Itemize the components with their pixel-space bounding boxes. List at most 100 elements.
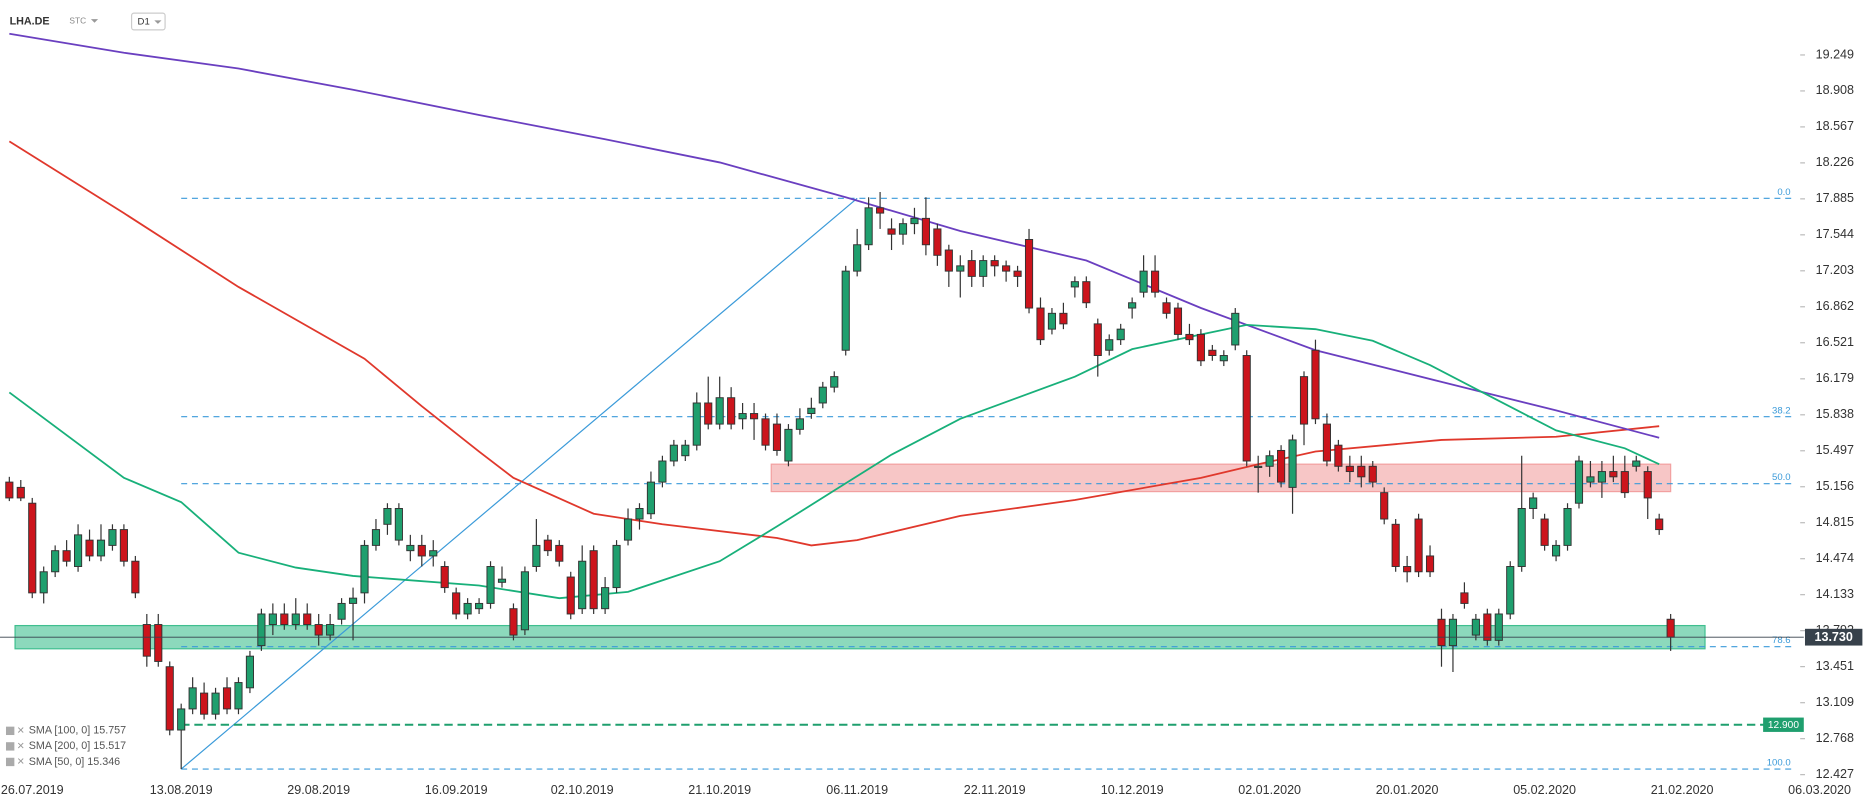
- candle-body: [1345, 465, 1354, 473]
- candle-body: [1254, 465, 1263, 468]
- y-tick-label: 15.838: [1816, 407, 1854, 421]
- x-tick-label: 26.07.2019: [1, 783, 64, 797]
- candle-body: [1517, 508, 1526, 567]
- x-tick-label: 06.11.2019: [826, 783, 888, 797]
- candle-body: [85, 539, 94, 557]
- x-tick-label: 02.10.2019: [551, 783, 614, 797]
- y-tick-label: 13.109: [1816, 695, 1854, 709]
- candle-body: [692, 402, 701, 446]
- candle-body: [406, 544, 415, 552]
- candle-body: [532, 544, 541, 567]
- candle-body: [291, 613, 300, 626]
- candle-body: [417, 544, 426, 557]
- candle-body: [1597, 471, 1606, 483]
- candle-body: [1552, 544, 1561, 557]
- trend-line: [180, 197, 858, 770]
- candle-body: [314, 624, 323, 636]
- candle-body: [177, 708, 186, 731]
- interval[interactable]: D1: [138, 17, 150, 28]
- candle-body: [452, 592, 461, 615]
- candle-body: [1116, 328, 1125, 341]
- candle-body: [669, 444, 678, 462]
- candle-body: [348, 597, 358, 604]
- candle-body: [1403, 566, 1412, 573]
- sma-line: [8, 323, 1660, 600]
- x-tick-label: 10.12.2019: [1101, 783, 1164, 797]
- legend-entry: SMA [100, 0] 15.757: [29, 725, 126, 737]
- asset-type[interactable]: STC: [69, 16, 86, 26]
- candle-body: [326, 624, 335, 636]
- candle-body: [1540, 518, 1549, 546]
- candle-body: [1643, 471, 1652, 499]
- candle-body: [749, 413, 759, 420]
- candle-body: [1563, 508, 1572, 546]
- fib-label: 78.6: [1772, 635, 1791, 646]
- candle-body: [1242, 355, 1251, 462]
- candle-body: [898, 223, 908, 235]
- candle-body: [1024, 238, 1034, 309]
- candle-body: [74, 534, 83, 567]
- candle-body: [887, 228, 896, 235]
- candle-body: [772, 423, 782, 451]
- candle-body: [646, 481, 656, 515]
- candle-body: [497, 578, 507, 583]
- candle-body: [1128, 302, 1137, 309]
- plot: 0.0 38.2 50.0 78.6 100.0 12.900 12.427 12.768 13…: [0, 32, 1863, 797]
- candle-body: [589, 550, 598, 610]
- candle-body: [131, 560, 140, 594]
- interval-box[interactable]: [130, 12, 166, 31]
- candle-body: [1093, 323, 1102, 356]
- candle-body: [876, 207, 885, 214]
- legend-icon: [5, 726, 15, 736]
- candle-body: [475, 602, 484, 610]
- candle-body: [360, 544, 369, 594]
- candle-body: [429, 550, 438, 557]
- support-label: 12.900: [1768, 720, 1799, 731]
- legend-entry: SMA [200, 0] 15.517: [29, 740, 126, 752]
- y-tick-label: 15.156: [1816, 479, 1854, 493]
- candle-body: [623, 518, 633, 541]
- y-tick-label: 14.474: [1816, 551, 1854, 565]
- candle-body: [39, 571, 48, 594]
- candle-body: [1506, 566, 1515, 615]
- y-tick-label: 12.768: [1816, 731, 1854, 745]
- candle-body: [188, 687, 197, 710]
- candle-body: [1322, 423, 1331, 462]
- candle-body: [520, 571, 529, 631]
- candle-body: [142, 624, 151, 657]
- candle-body: [818, 386, 827, 404]
- candle-body: [761, 418, 770, 446]
- dropdown-caret[interactable]: [154, 20, 162, 24]
- candle-body: [715, 397, 724, 425]
- y-tick-label: 14.133: [1816, 587, 1854, 601]
- y-tick-label: 14.815: [1816, 515, 1854, 529]
- candle-body: [1105, 339, 1114, 351]
- y-tick-label: 19.249: [1816, 47, 1854, 61]
- y-tick-label: 12.427: [1816, 767, 1854, 781]
- candle-body: [1574, 460, 1584, 504]
- fib-label: 38.2: [1772, 405, 1791, 416]
- candle-body: [944, 249, 953, 272]
- fib-label: 50.0: [1772, 472, 1791, 483]
- candle-body: [5, 481, 14, 499]
- candle-body: [566, 576, 575, 615]
- candle-body: [956, 265, 965, 272]
- candle-body: [1208, 349, 1217, 356]
- candle-body: [1471, 618, 1480, 636]
- dropdown-caret[interactable]: [90, 19, 99, 23]
- y-tick-label: 18.226: [1816, 155, 1854, 169]
- candle-body: [1299, 376, 1309, 425]
- sma-line: [9, 32, 1660, 439]
- candle-body: [807, 407, 816, 415]
- legend-entry: SMA [50, 0] 15.346: [29, 756, 120, 768]
- candle-body: [371, 529, 381, 546]
- y-tick-label: 17.885: [1816, 191, 1854, 205]
- y-tick-label: 17.544: [1816, 227, 1854, 241]
- candle-body: [921, 217, 930, 246]
- candle-body: [1013, 270, 1022, 277]
- candle-body: [658, 460, 667, 483]
- candle-body: [1494, 613, 1503, 641]
- x-tick-label: 29.08.2019: [287, 783, 350, 797]
- candle-body: [1002, 265, 1011, 272]
